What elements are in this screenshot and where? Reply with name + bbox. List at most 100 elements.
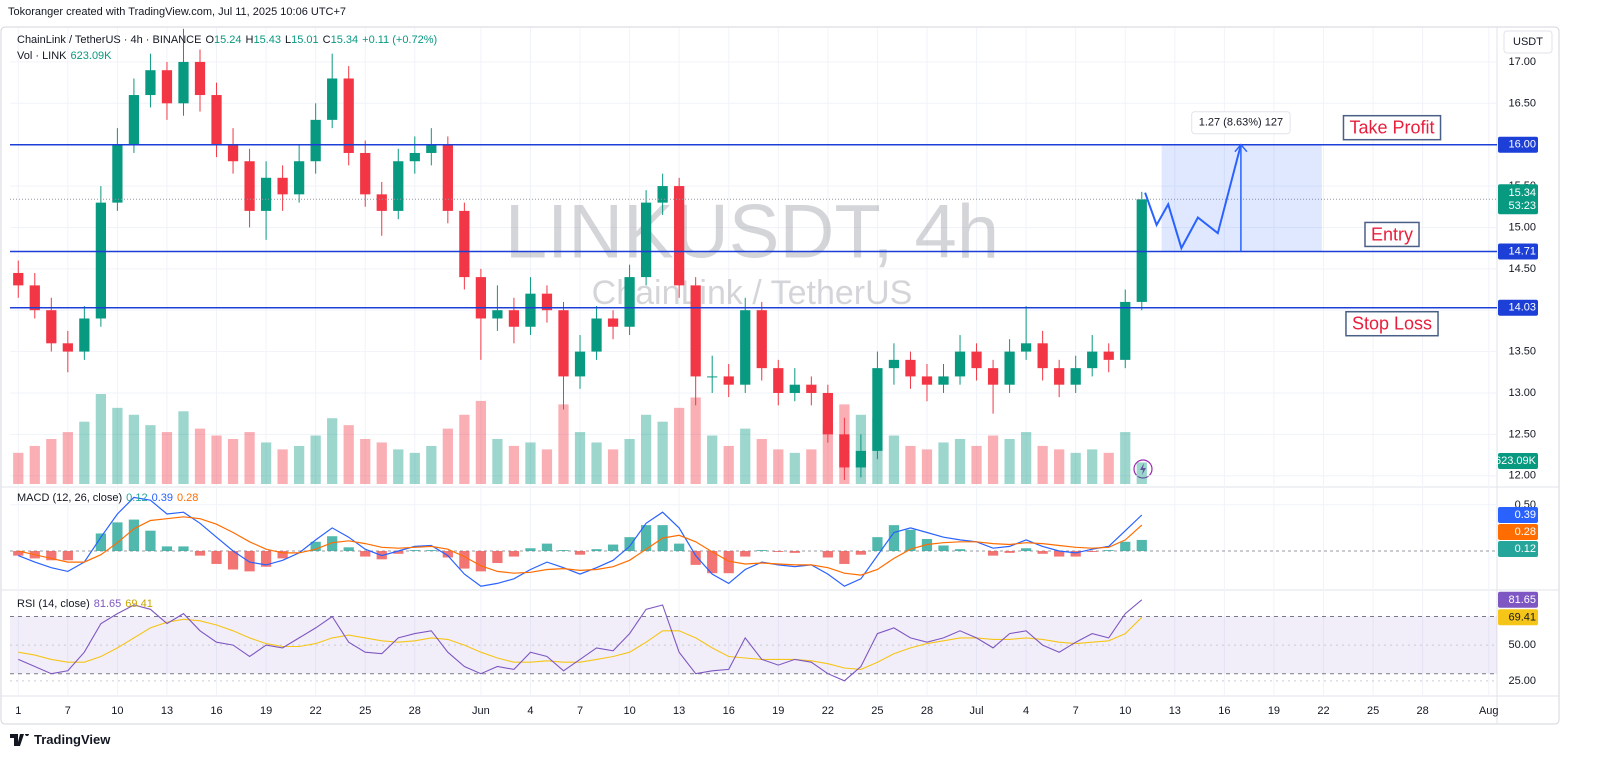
candle-body bbox=[674, 186, 685, 286]
y-tick-label: 17.00 bbox=[1508, 56, 1536, 68]
macd-histogram-bar bbox=[360, 551, 371, 557]
volume-bar bbox=[1120, 432, 1131, 484]
candle-body bbox=[13, 272, 24, 286]
credit: Tokoranger created with TradingView.com,… bbox=[8, 6, 347, 18]
candle-body bbox=[938, 376, 949, 385]
macd-histogram-bar bbox=[822, 551, 833, 558]
y-tick-label: 13.00 bbox=[1508, 387, 1536, 399]
volume-bar bbox=[1004, 439, 1015, 484]
price-legend: ChainLink / TetherUS · 4h · BINANCE O15.2… bbox=[17, 33, 441, 47]
volume-value: 623.09K bbox=[70, 50, 112, 62]
candle-body bbox=[327, 78, 338, 120]
ma-line bbox=[18, 616, 1143, 670]
macd-histogram-bar bbox=[1087, 551, 1098, 552]
macd-histogram-bar bbox=[987, 551, 999, 556]
volume-bar bbox=[657, 421, 668, 484]
macd-histogram-bar bbox=[1120, 541, 1131, 552]
candle-body bbox=[971, 351, 982, 369]
candle-body bbox=[558, 310, 569, 377]
candle-body bbox=[79, 318, 90, 352]
volume-bar bbox=[574, 432, 586, 484]
candle-body bbox=[360, 152, 371, 195]
macd-histogram-bar bbox=[1004, 551, 1015, 553]
level-label: Take Profit bbox=[1349, 118, 1434, 138]
macd-value: 0.39 bbox=[151, 492, 173, 504]
macd-histogram-bar bbox=[607, 544, 619, 552]
y-tick-label: 13.50 bbox=[1508, 346, 1536, 358]
x-tick-label: 10 bbox=[623, 705, 635, 717]
brand: TradingView bbox=[10, 732, 110, 747]
macd-histogram-bar bbox=[244, 551, 255, 572]
x-tick-label: 16 bbox=[1218, 705, 1230, 717]
ohlc-item: H15.43 bbox=[246, 34, 281, 46]
candle-body bbox=[690, 285, 701, 377]
last-price-badge: 15.34 bbox=[1508, 187, 1536, 199]
candle-body bbox=[541, 293, 553, 311]
macd-histogram-bar bbox=[888, 525, 900, 552]
macd-histogram-bar bbox=[459, 551, 470, 569]
volume-bar bbox=[773, 449, 784, 484]
candle-body bbox=[905, 359, 916, 377]
candle-body bbox=[822, 392, 833, 435]
candle-body bbox=[46, 310, 57, 344]
volume-bar bbox=[541, 449, 553, 484]
volume-bar bbox=[1037, 445, 1048, 484]
volume-bar bbox=[475, 400, 487, 484]
volume-bar bbox=[13, 452, 24, 484]
candle-body bbox=[806, 384, 817, 393]
x-tick-label: 10 bbox=[111, 705, 123, 717]
currency-button[interactable] bbox=[1503, 30, 1553, 54]
macd-histogram-bar bbox=[839, 551, 850, 564]
alert-icon-bolt bbox=[1140, 463, 1146, 475]
ohlc-item: O15.24 bbox=[205, 34, 241, 46]
ohlc-value: 15.24 bbox=[214, 34, 242, 46]
x-tick-label: 13 bbox=[673, 705, 685, 717]
volume-bar bbox=[426, 445, 437, 484]
macd-histogram-bar bbox=[1054, 551, 1065, 557]
ohlc-item: C15.34 bbox=[323, 34, 358, 46]
volume-bar bbox=[789, 452, 800, 484]
x-tick-label: 22 bbox=[822, 705, 834, 717]
macd-histogram-bar bbox=[260, 551, 272, 567]
x-tick-label: 7 bbox=[577, 705, 583, 717]
rsi-ma-badge-bg bbox=[1498, 609, 1538, 626]
candle-body bbox=[227, 144, 239, 162]
candle-body bbox=[475, 277, 487, 319]
volume-bar bbox=[822, 425, 833, 484]
macd-histogram-bar bbox=[690, 551, 701, 565]
measure-arrowhead bbox=[1234, 143, 1248, 153]
candle-body bbox=[1136, 199, 1147, 302]
macd-legend: MACD (12, 26, close) 0.12 0.39 0.28 bbox=[17, 491, 202, 505]
macd-histogram-bar bbox=[327, 536, 338, 552]
volume-bar bbox=[508, 445, 520, 484]
macd-histogram-bar bbox=[1136, 539, 1147, 552]
candle-body bbox=[888, 359, 900, 369]
candle-body bbox=[1004, 351, 1015, 385]
volume-bar bbox=[277, 449, 288, 484]
volume-bar bbox=[905, 445, 916, 484]
x-tick-label: 10 bbox=[1119, 705, 1131, 717]
x-tick-label: 4 bbox=[1023, 705, 1029, 717]
macd-histogram-bar bbox=[591, 549, 602, 552]
candle-body bbox=[211, 95, 222, 145]
macd-line bbox=[18, 496, 1143, 587]
brand-name: TradingView bbox=[34, 732, 111, 747]
candle-body bbox=[376, 194, 387, 211]
volume-badge-bg bbox=[1498, 453, 1538, 469]
volume-bar bbox=[591, 442, 602, 484]
candle-body bbox=[773, 368, 784, 393]
currency[interactable]: USDT bbox=[1513, 36, 1543, 48]
volume-bar bbox=[971, 445, 982, 484]
level-price-badge: 16.00 bbox=[1508, 139, 1536, 151]
candle-body bbox=[607, 318, 619, 327]
volume-bar bbox=[46, 439, 57, 484]
projection-path bbox=[1144, 144, 1242, 251]
candle-body bbox=[343, 78, 354, 153]
symbol: ChainLink / TetherUS · 4h · BINANCE bbox=[17, 34, 202, 46]
volume-bar bbox=[640, 414, 652, 484]
y-tick-label: 12.50 bbox=[1508, 428, 1536, 440]
macd-histogram-bar bbox=[112, 522, 123, 552]
volume-bar bbox=[525, 442, 536, 484]
candle-body bbox=[178, 61, 189, 104]
volume-bar bbox=[376, 442, 387, 484]
